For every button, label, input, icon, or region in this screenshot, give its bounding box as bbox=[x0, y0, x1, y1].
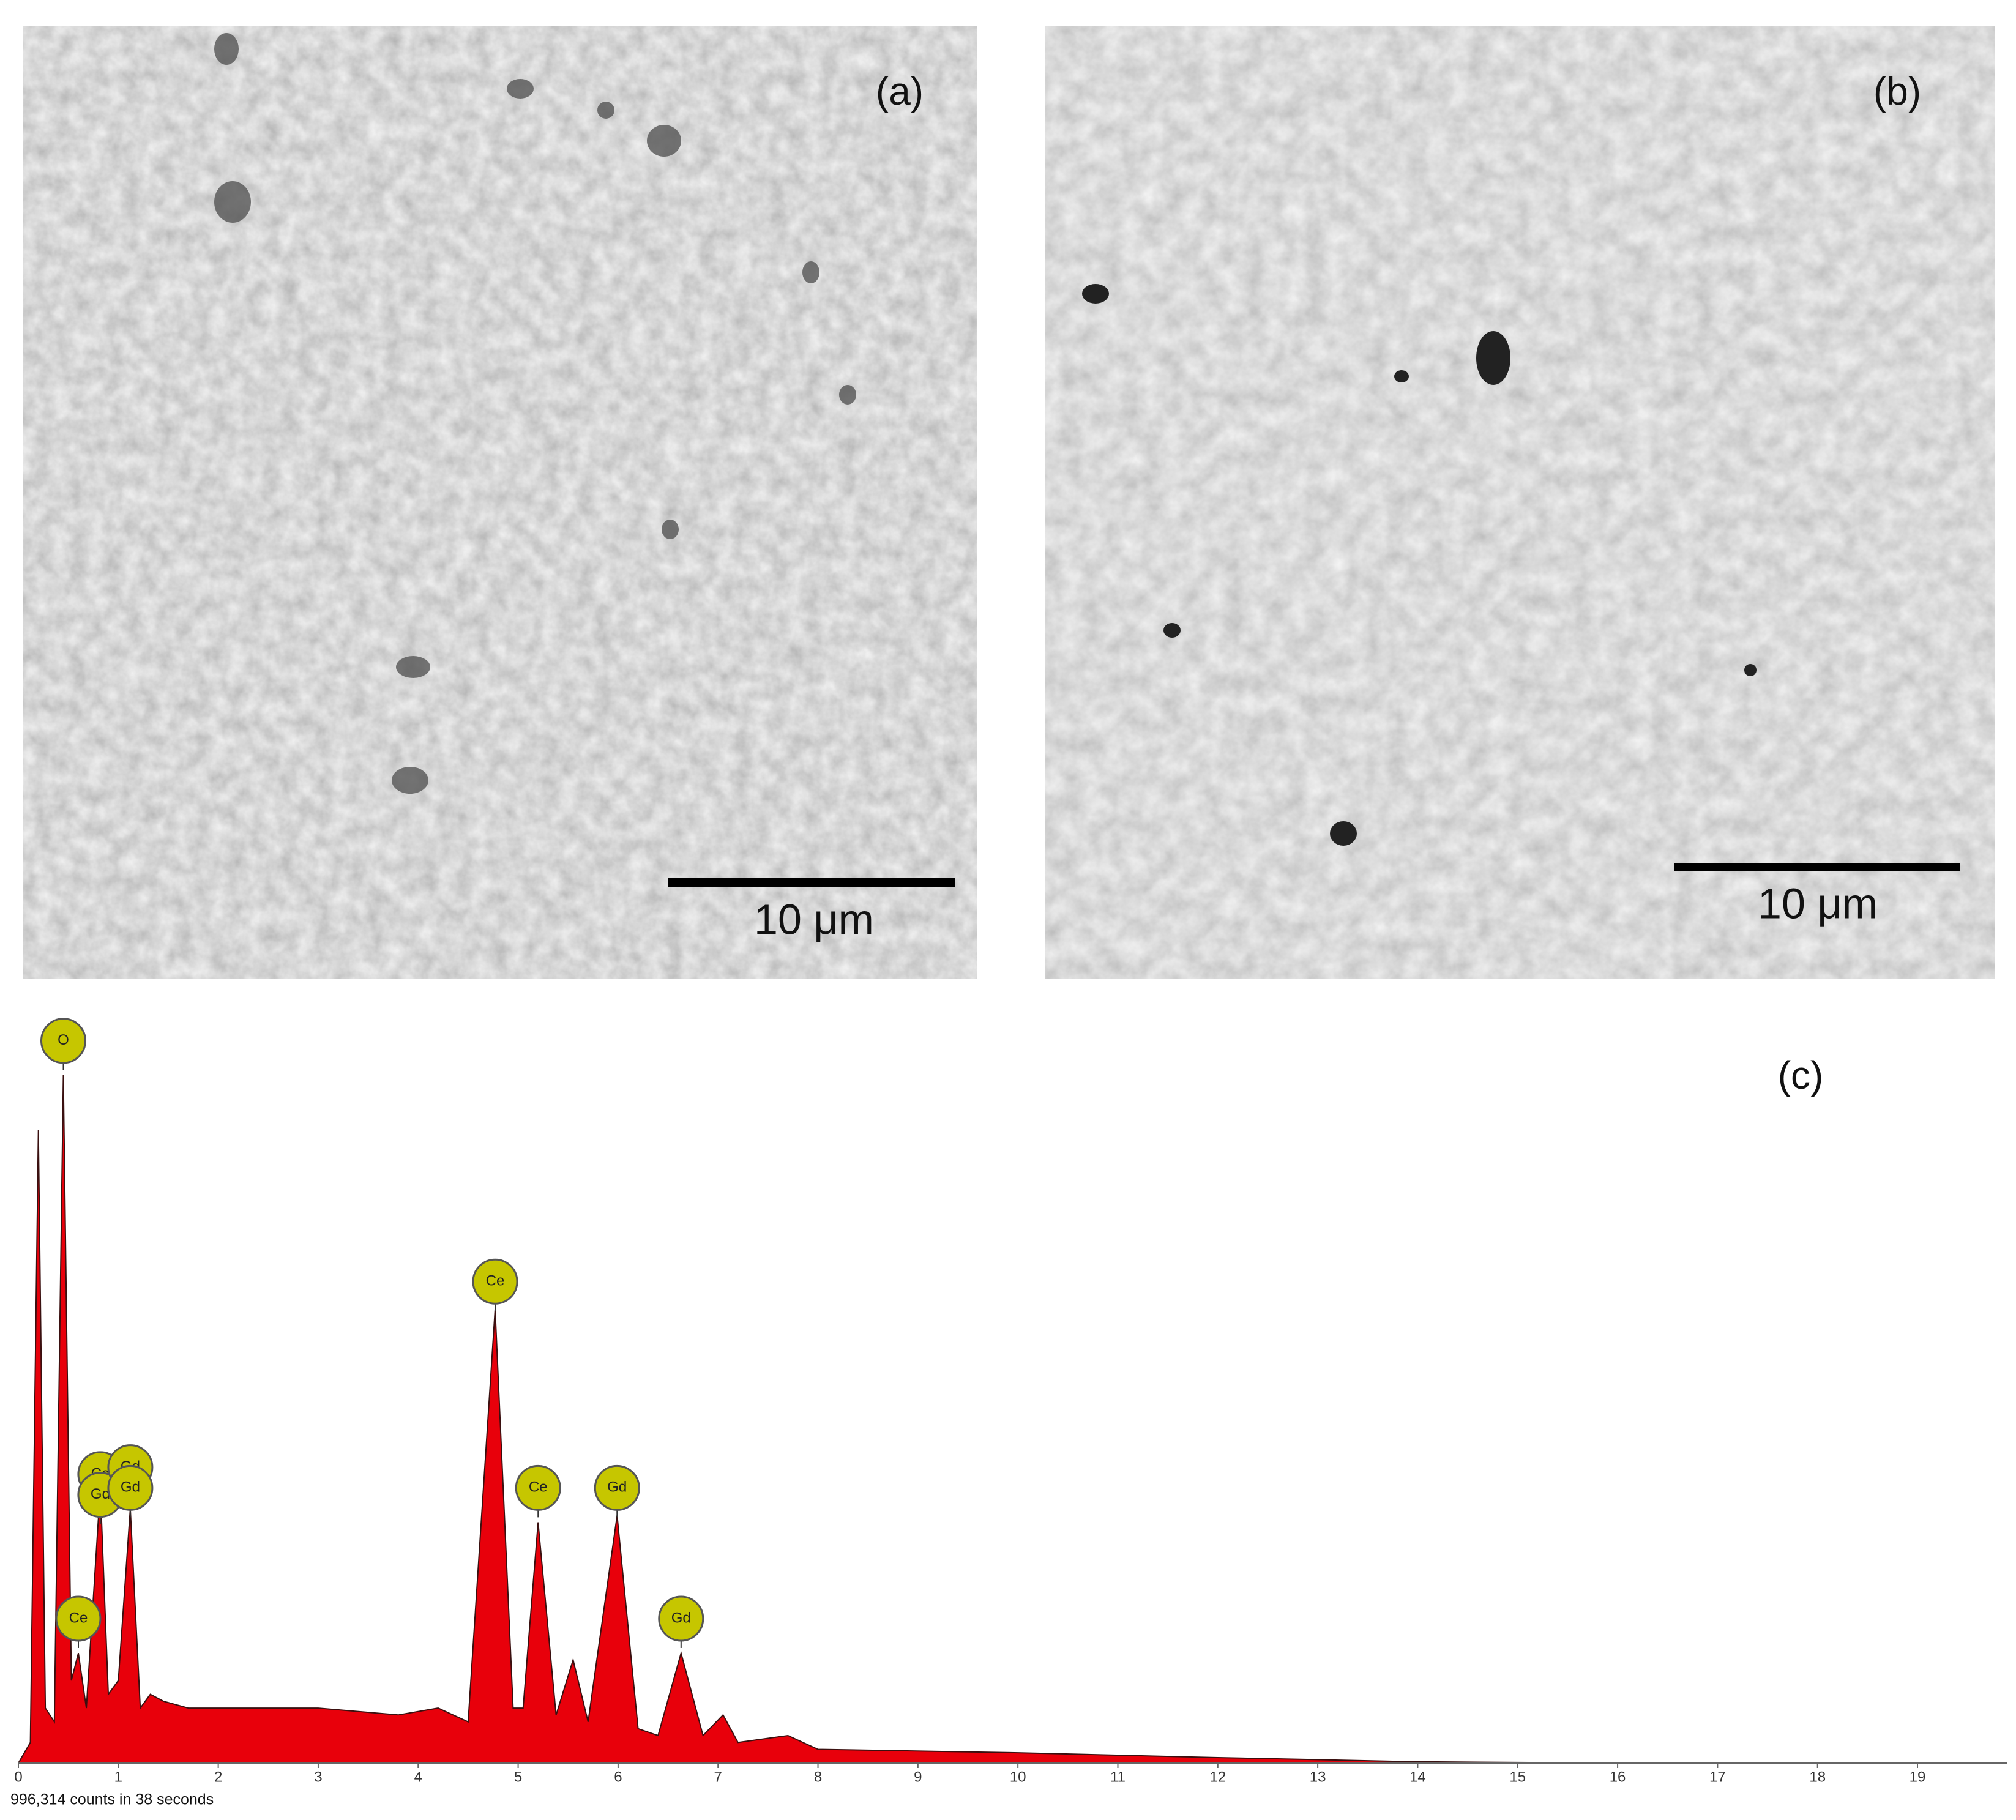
peak-marker bbox=[55, 1595, 102, 1642]
x-tick-label: 1 bbox=[114, 1769, 122, 1785]
scale-bar-label: 10 μm bbox=[754, 895, 874, 943]
panel-label: (a) bbox=[876, 69, 924, 113]
x-tick-label: 15 bbox=[1509, 1769, 1526, 1785]
peak-label: Ce bbox=[486, 1273, 505, 1289]
x-tick-label: 10 bbox=[1010, 1769, 1026, 1785]
peak-label: O bbox=[58, 1032, 69, 1048]
peak-marker bbox=[107, 1464, 154, 1511]
peak-marker bbox=[515, 1464, 561, 1511]
peak-marker bbox=[40, 1018, 86, 1064]
peak-marker bbox=[658, 1595, 704, 1642]
peak-marker bbox=[594, 1464, 640, 1511]
spectrum-line bbox=[18, 1075, 2007, 1764]
x-tick-label: 6 bbox=[614, 1769, 622, 1785]
x-tick-label: 16 bbox=[1610, 1769, 1626, 1785]
panel-label: (b) bbox=[1873, 69, 1921, 113]
peak-label: Gd bbox=[671, 1609, 691, 1626]
spectrum-area bbox=[18, 1075, 2007, 1763]
x-tick-label: 9 bbox=[914, 1769, 922, 1785]
x-tick-label: 12 bbox=[1209, 1769, 1226, 1785]
x-tick-label: 13 bbox=[1310, 1769, 1326, 1785]
peak-label: Gd bbox=[91, 1486, 110, 1502]
x-tick-label: 8 bbox=[814, 1769, 822, 1785]
sem-image-a: (a) 10 μm bbox=[23, 26, 977, 979]
x-tick-label: 18 bbox=[1809, 1769, 1826, 1785]
x-tick-label: 17 bbox=[1709, 1769, 1726, 1785]
x-tick-label: 11 bbox=[1110, 1769, 1126, 1785]
peak-label: Gd bbox=[607, 1479, 627, 1496]
scale-bar-label: 10 μm bbox=[1758, 879, 1878, 927]
x-tick-label: 0 bbox=[14, 1769, 22, 1785]
peak-label: Ce bbox=[69, 1609, 88, 1626]
peak-label: Gd bbox=[121, 1479, 140, 1496]
panel-label: (c) bbox=[1778, 1053, 1824, 1097]
x-tick-label: 4 bbox=[414, 1769, 422, 1785]
x-tick-label: 19 bbox=[1910, 1769, 1926, 1785]
x-tick-label: 2 bbox=[214, 1769, 222, 1785]
x-tick-label: 7 bbox=[714, 1769, 722, 1785]
sem-image-b: (b) 10 μm bbox=[1045, 26, 1995, 979]
peak-label: Ce bbox=[529, 1479, 548, 1496]
x-tick-label: 14 bbox=[1409, 1769, 1426, 1785]
x-tick-label: 5 bbox=[514, 1769, 522, 1785]
spectrum-footer: 996,314 counts in 38 seconds bbox=[10, 1791, 214, 1808]
x-tick-label: 3 bbox=[314, 1769, 322, 1785]
peak-marker bbox=[472, 1258, 518, 1305]
